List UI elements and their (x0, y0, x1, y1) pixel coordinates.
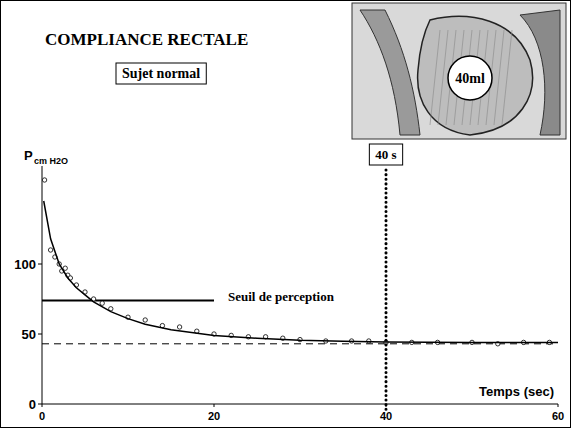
threshold-line (42, 299, 214, 301)
x-axis-label: Temps (sec) (479, 384, 554, 399)
data-point (48, 248, 52, 252)
data-point (143, 318, 147, 322)
y-tick-label: 0 (29, 397, 36, 412)
inset-shape (520, 10, 560, 135)
inset-label: 40ml (455, 71, 485, 86)
x-tick (42, 404, 43, 407)
inset-shape (360, 10, 420, 135)
subtitle-box (116, 63, 206, 84)
inset-background (352, 3, 566, 139)
y-tick (38, 404, 42, 405)
x-tick-label: 0 (39, 410, 45, 422)
inset-hatch (494, 30, 504, 125)
data-point (42, 178, 46, 182)
frame (1, 1, 571, 428)
data-point (177, 325, 181, 329)
y-axis (42, 166, 43, 404)
x-tick (558, 404, 559, 407)
anatomy-inset: 40ml (352, 3, 566, 139)
time-marker-box (369, 144, 402, 165)
inset-hatch (438, 30, 448, 125)
x-tick (214, 404, 215, 407)
baseline-line (42, 343, 558, 344)
y-tick (38, 334, 42, 335)
time-marker-label: 40 s (375, 147, 396, 162)
y-axis-label: P (24, 148, 33, 163)
data-point (100, 301, 104, 305)
y-tick (38, 264, 42, 265)
fit-curve (44, 201, 558, 342)
chart: 40ml COMPLIANCE RECTALE Sujet normal 0 50 100… (0, 0, 571, 428)
x-axis (42, 404, 558, 405)
plot-marks (42, 178, 558, 346)
x-tick-label: 20 (208, 410, 220, 422)
inset-hatch (502, 30, 512, 125)
data-point (63, 266, 67, 270)
y-tick-label: 50 (22, 327, 36, 342)
x-tick-label: 40 (380, 410, 392, 422)
inset-shape (418, 16, 533, 135)
time-marker-line (385, 170, 388, 410)
y-tick-label: 100 (14, 257, 36, 272)
threshold-label: Seuil de perception (228, 289, 335, 304)
inset-hatch (430, 30, 440, 125)
balloon (448, 56, 492, 100)
y-axis-unit: cm H2O (34, 156, 68, 166)
title: COMPLIANCE RECTALE (45, 30, 248, 49)
subtitle: Sujet normal (122, 66, 200, 81)
x-tick-label: 60 (552, 410, 564, 422)
